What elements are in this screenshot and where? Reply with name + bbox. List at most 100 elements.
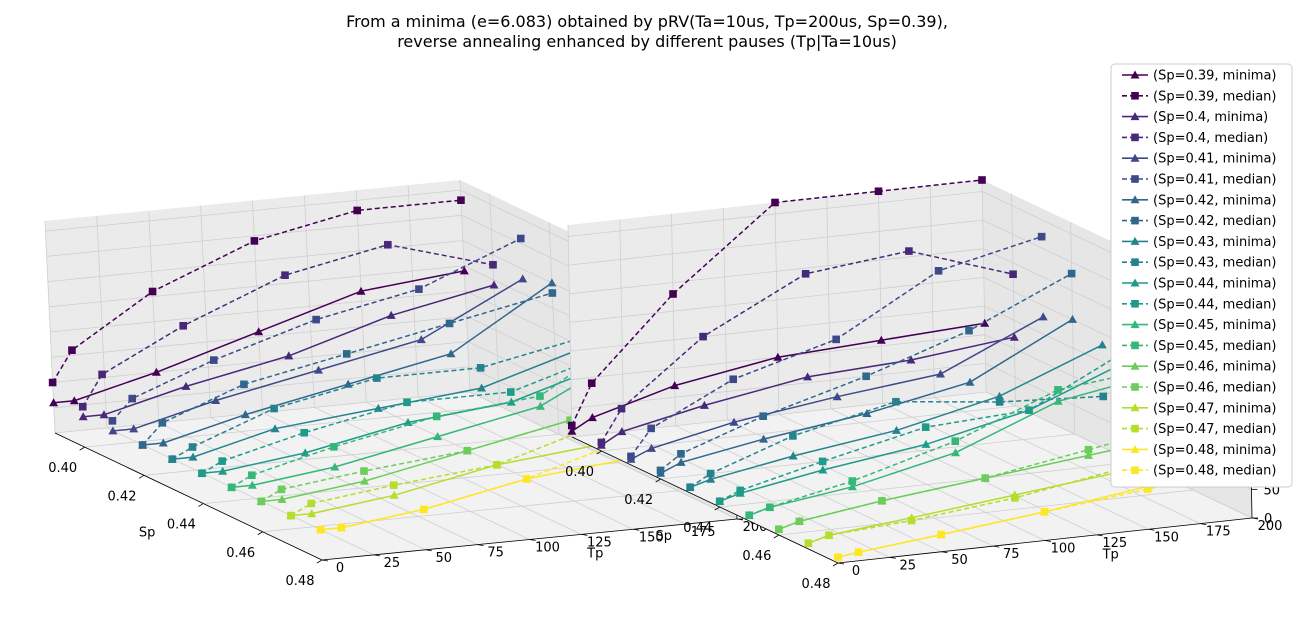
- marker-sp0.43-median: [270, 404, 278, 413]
- marker-sp0.4-median: [78, 402, 87, 411]
- x-tick: [832, 562, 839, 567]
- marker-sp0.43-minima: [270, 424, 280, 433]
- marker-sp0.39-median: [978, 176, 986, 184]
- marker-sp0.39-median: [148, 287, 157, 296]
- x-axis-line: [571, 436, 839, 564]
- marker-sp0.41-minima: [108, 426, 118, 435]
- marker-sp0.47-median: [825, 531, 833, 540]
- x-tick-label: 0.42: [108, 489, 137, 504]
- series-line-sp0.41-minima: [112, 278, 524, 432]
- marker-sp0.39-minima: [254, 327, 264, 336]
- marker-sp0.41-median: [108, 417, 117, 425]
- marker-sp0.4-median: [384, 240, 392, 249]
- marker-sp0.39-minima: [151, 367, 161, 376]
- marker-sp0.42-minima: [446, 349, 456, 358]
- marker-sp0.46-median: [774, 525, 783, 534]
- y-tick: [425, 549, 432, 552]
- marker-sp0.43-median: [168, 455, 177, 463]
- y-tick: [529, 539, 536, 541]
- series-line-sp0.39-median: [51, 199, 462, 383]
- x-tick: [138, 474, 145, 479]
- legend-square-marker: [1131, 424, 1139, 433]
- marker-sp0.47-median: [307, 499, 315, 508]
- marker-sp0.48-median: [854, 548, 863, 556]
- marker-sp0.44-minima: [506, 397, 516, 406]
- y-tick-label: 75: [1003, 547, 1020, 562]
- marker-sp0.4-minima: [906, 355, 916, 364]
- marker-sp0.39-median: [587, 379, 596, 387]
- marker-sp0.48-median: [1040, 508, 1049, 516]
- marker-sp0.41-minima: [211, 396, 221, 404]
- marker-sp0.43-minima: [706, 474, 716, 483]
- x-tick: [257, 531, 263, 536]
- marker-sp0.42-median: [677, 450, 685, 458]
- x-axis-line: [54, 432, 323, 561]
- marker-sp0.39-median: [353, 206, 362, 215]
- marker-sp0.43-median: [995, 398, 1004, 406]
- marker-sp0.43-minima: [788, 451, 798, 460]
- x-tick: [714, 506, 720, 511]
- legend-entry-label: (Sp=0.42, median): [1153, 214, 1276, 229]
- x-tick-label: 0.48: [286, 574, 315, 589]
- marker-sp0.39-median: [567, 421, 576, 430]
- marker-sp0.41-median: [1037, 232, 1046, 241]
- y-tick-label: 100: [1051, 542, 1076, 557]
- x-tick-label: 0.42: [624, 493, 653, 508]
- marker-sp0.44-median: [715, 497, 724, 506]
- marker-sp0.39-minima: [49, 398, 59, 407]
- marker-sp0.48-median: [337, 523, 346, 532]
- x-tick: [198, 503, 204, 507]
- marker-sp0.45-median: [248, 471, 256, 480]
- marker-sp0.44-minima: [921, 439, 931, 448]
- marker-sp0.45-minima: [951, 448, 960, 457]
- x-axis-label: Sp: [139, 525, 156, 540]
- marker-sp0.44-median: [506, 388, 515, 396]
- marker-sp0.44-minima: [218, 466, 228, 475]
- marker-sp0.42-median: [158, 419, 167, 427]
- marker-sp0.47-minima: [389, 490, 399, 499]
- legend-triangle-marker: [1130, 320, 1140, 329]
- marker-sp0.42-median: [138, 441, 147, 449]
- legend-square-marker: [1131, 216, 1139, 225]
- marker-sp0.42-median: [656, 466, 665, 475]
- y-tick: [633, 528, 640, 531]
- marker-sp0.43-median: [1099, 392, 1108, 401]
- marker-sp0.41-median: [312, 315, 320, 324]
- marker-sp0.41-median: [128, 394, 137, 403]
- marker-sp0.43-minima: [188, 452, 198, 461]
- marker-sp0.43-minima: [892, 425, 901, 434]
- y-tick: [1044, 540, 1052, 542]
- marker-sp0.46-median: [360, 467, 368, 475]
- legend-entry-label: (Sp=0.48, minima): [1153, 443, 1277, 458]
- y-tick: [941, 551, 948, 554]
- marker-sp0.45-median: [766, 503, 774, 512]
- marker-sp0.43-minima: [373, 403, 383, 412]
- legend-triangle-marker: [1130, 361, 1140, 370]
- marker-sp0.39-median: [457, 196, 465, 204]
- marker-sp0.4-minima: [386, 310, 396, 319]
- marker-sp0.39-median: [250, 237, 259, 245]
- marker-sp0.42-minima: [676, 457, 686, 466]
- marker-sp0.45-median: [536, 392, 544, 400]
- legend-triangle-marker: [1130, 112, 1140, 121]
- marker-sp0.42-minima: [158, 438, 168, 447]
- y-tick-label: 25: [899, 558, 916, 573]
- marker-sp0.46-median: [1084, 445, 1093, 454]
- marker-sp0.42-minima: [862, 409, 872, 417]
- marker-sp0.42-minima: [240, 410, 250, 419]
- marker-sp0.47-median: [287, 511, 295, 520]
- marker-sp0.42-minima: [547, 278, 557, 287]
- marker-sp0.48-median: [420, 505, 428, 514]
- marker-sp0.4-median: [489, 260, 497, 269]
- marker-sp0.41-median: [209, 356, 218, 364]
- legend-entry-label: (Sp=0.46, minima): [1153, 360, 1277, 375]
- legend-entry-label: (Sp=0.48, median): [1153, 464, 1276, 479]
- y-tick-label: 75: [487, 546, 504, 561]
- marker-sp0.46-median: [981, 474, 990, 482]
- legend-triangle-marker: [1130, 70, 1140, 79]
- marker-sp0.4-minima: [617, 427, 627, 436]
- y-tick-label: 0: [336, 561, 344, 576]
- legend-entry-label: (Sp=0.44, median): [1153, 297, 1276, 312]
- marker-sp0.42-median: [240, 380, 248, 389]
- marker-sp0.4-minima: [284, 351, 294, 360]
